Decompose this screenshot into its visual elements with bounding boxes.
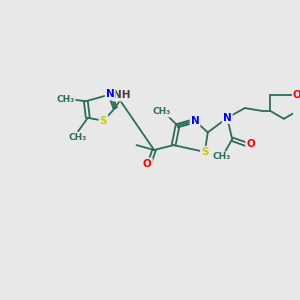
- Text: CH₃: CH₃: [56, 95, 74, 104]
- Text: O: O: [246, 139, 255, 149]
- Text: NH: NH: [113, 90, 131, 100]
- Text: O: O: [293, 90, 300, 100]
- Text: S: S: [100, 116, 107, 126]
- Text: S: S: [201, 147, 208, 157]
- Text: N: N: [106, 89, 115, 99]
- Text: N: N: [191, 116, 200, 126]
- Text: O: O: [143, 159, 152, 169]
- Text: CH₃: CH₃: [212, 152, 231, 161]
- Text: CH₃: CH₃: [69, 133, 87, 142]
- Text: CH₃: CH₃: [153, 107, 171, 116]
- Text: N: N: [223, 113, 232, 123]
